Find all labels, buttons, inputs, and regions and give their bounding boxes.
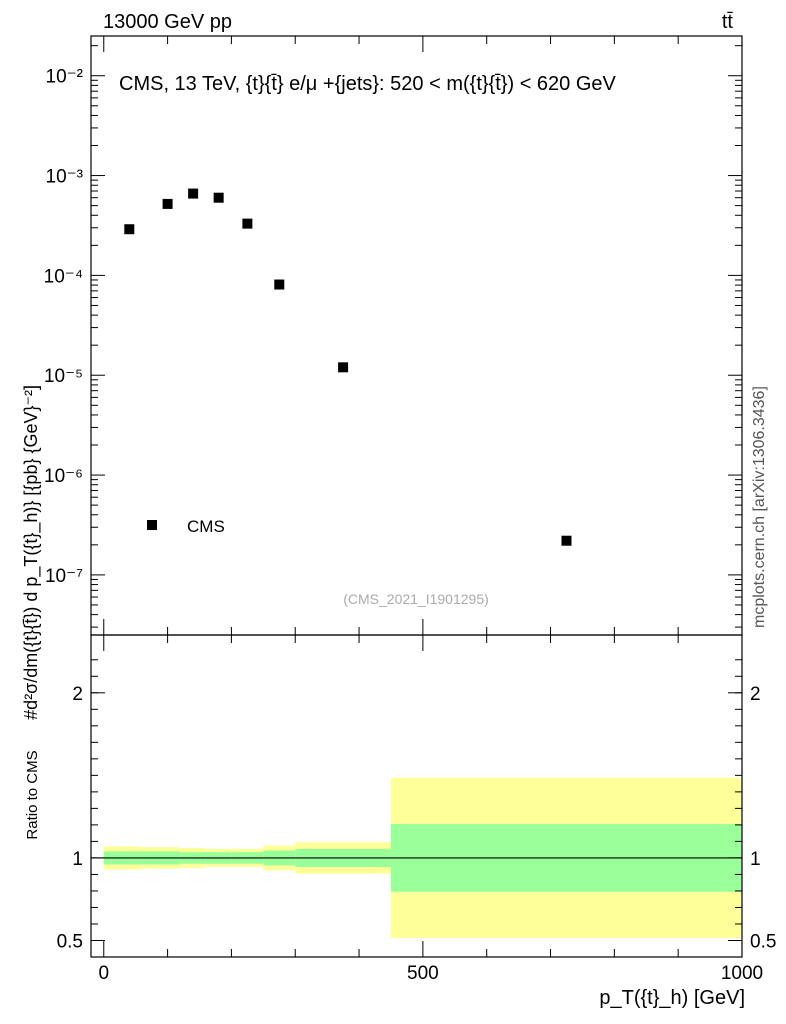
data-point-cms [274, 279, 285, 290]
analysis-watermark: (CMS_2021_I1901295) [343, 591, 489, 607]
x-axis-label: p_T({t}_h) [GeV] [599, 987, 745, 1009]
energy-label: 13000 GeV pp [103, 11, 232, 33]
ratio-y-axis-label: Ratio to CMS [24, 750, 41, 839]
ratio-y-tick-label-left: 2 [72, 684, 83, 705]
ratio-plot-panel: 0.5 0.5 1 1 2 2 0 500 1000 Ratio to CMS p_T({t}… [24, 634, 776, 1009]
ratio-y-tick-label-right: 1 [750, 849, 761, 870]
legend-label: CMS [187, 517, 225, 536]
main-plot-panel: 10⁻⁷ 10⁻⁶ 10⁻⁵ 10⁻⁴ 10⁻³ 10⁻² CMS, 13 TeV, {t… [21, 35, 743, 720]
ratio-y-tick-label-right: 2 [750, 684, 761, 705]
data-point-cms [213, 192, 224, 203]
main-y-axis-label: #d²σ/dm({t}{t̄}) d p_T({t}_h)} [{pb} {Ge… [21, 385, 42, 720]
process-label: tt̄ [722, 11, 734, 33]
data-point-cms [338, 362, 349, 373]
main-y-tick-label: 10⁻³ [46, 167, 84, 188]
main-y-tick-label: 10⁻⁴ [44, 266, 83, 287]
ratio-y-tick-label-left: 1 [72, 849, 83, 870]
legend-marker [147, 520, 157, 530]
main-y-tick-label: 10⁻⁶ [44, 466, 83, 487]
main-plot-frame [90, 35, 743, 636]
side-credit-label: mcplots.cern.ch [arXiv:1306.3436] [751, 386, 768, 628]
data-point-cms [188, 188, 199, 199]
x-tick-label: 500 [407, 963, 439, 984]
main-title: CMS, 13 TeV, {t}{t̄} e/μ +{jets}: 520 < … [119, 73, 617, 95]
data-point-cms [242, 218, 253, 229]
ratio-plot-frame [90, 634, 743, 958]
data-point-cms [561, 535, 572, 546]
x-tick-label: 0 [98, 963, 109, 984]
ratio-y-tick-label-left: 0.5 [57, 931, 83, 952]
x-tick-label: 1000 [721, 963, 763, 984]
main-y-tick-label: 10⁻² [46, 67, 84, 88]
data-point-cms [124, 224, 135, 235]
data-point-cms [162, 198, 173, 209]
main-y-tick-label: 10⁻⁵ [44, 366, 83, 387]
main-y-tick-label: 10⁻⁷ [45, 566, 83, 587]
ratio-y-tick-label-right: 0.5 [750, 931, 776, 952]
